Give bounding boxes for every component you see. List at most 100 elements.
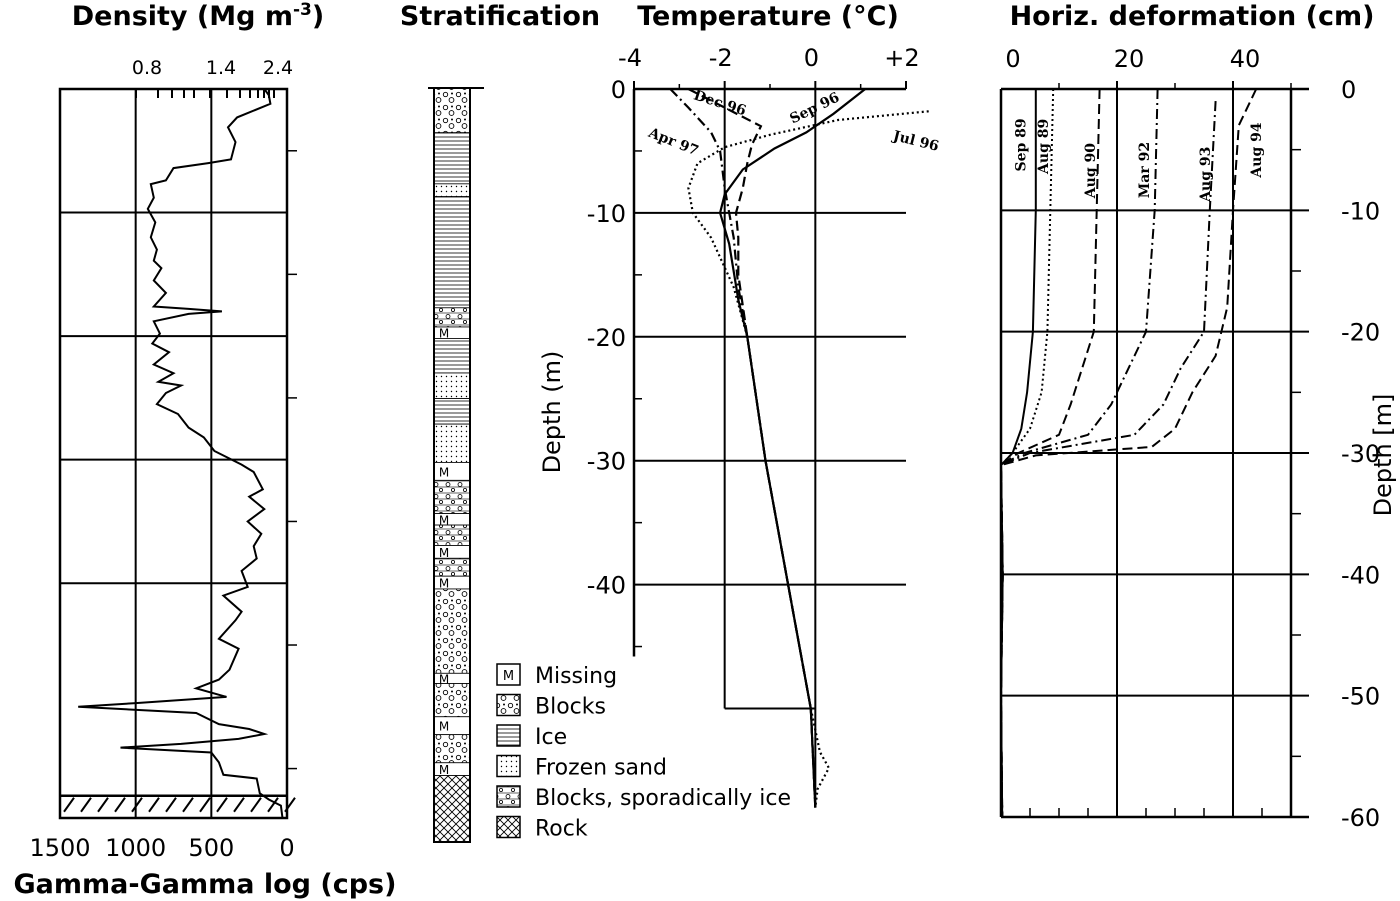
strat-layer-frozen_sand	[433, 372, 471, 399]
rock-base-hatch-mark	[182, 797, 194, 813]
strat-layer-blocks	[433, 87, 471, 134]
rock-base-hatch-mark	[165, 797, 177, 813]
rock-base-hatch-mark	[97, 797, 109, 813]
rock-base-hatch-mark	[284, 797, 296, 813]
gamma-x-tick-label: 1000	[105, 834, 166, 862]
legend-label: Blocks, sporadically ice	[535, 786, 791, 811]
rock-base-hatch-mark	[267, 797, 279, 813]
gamma-x-ticks: 1500 1000 500 0	[29, 834, 294, 862]
temp-series-label: Dec 96	[692, 87, 748, 119]
density-top-ticks: 0.8 1.4 2.4	[132, 57, 293, 98]
def-series-line	[999, 88, 1055, 818]
strat-layer-blocks_ice	[433, 307, 471, 328]
temp-y-tick-label: 0	[611, 76, 626, 104]
def-y-tick-label: -20	[1341, 319, 1380, 347]
deformation-grid: 0 20 40 0 -10 -20 -30 -40 -50 -60	[999, 45, 1380, 832]
def-series-label: Aug 89	[1036, 119, 1052, 175]
gamma-x-tick-label: 500	[188, 834, 234, 862]
strat-missing-marker: M	[439, 513, 449, 527]
gamma-log-panel: Density (Mg m-3) 1500 1000 500 0 0.8 1.4 2.4 …	[14, 0, 397, 900]
def-y-tick-label: -50	[1341, 683, 1380, 711]
temp-series-label: Apr 97	[645, 125, 700, 160]
rock-base-hatch-mark	[199, 797, 211, 813]
strat-layer-blocks	[433, 734, 471, 764]
strat-layer-ice	[433, 196, 471, 309]
legend-swatch-blocks	[496, 693, 521, 717]
deformation-panel: Horiz. deformation (cm) Depth [m] 0 20 400…	[999, 1, 1397, 832]
def-y-tick-label: -10	[1341, 197, 1380, 225]
gamma-frame	[58, 87, 289, 820]
strat-missing-marker: M	[439, 672, 449, 686]
legend-label: Rock	[535, 817, 588, 842]
legend-label: Frozen sand	[535, 756, 667, 781]
def-series-label: Aug 93	[1198, 147, 1214, 203]
deformation-series	[999, 88, 1258, 818]
temp-series-line	[669, 88, 817, 808]
strat-missing-marker: M	[439, 577, 449, 591]
density-title: Density (Mg m-3)	[72, 0, 324, 32]
strat-layer-ice	[433, 398, 471, 425]
rock-base-hatch-mark	[216, 797, 228, 813]
legend-label: Ice	[535, 725, 567, 750]
def-x-tick-label: 40	[1230, 45, 1261, 73]
legend-label: Blocks	[535, 695, 606, 720]
density-tick-label: 0.8	[132, 57, 162, 79]
strat-layer-blocks_ice	[433, 524, 471, 546]
strat-missing-marker: M	[439, 546, 449, 560]
def-series-label: Aug 90	[1083, 143, 1099, 199]
rock-base-hatch-mark	[63, 797, 75, 813]
strat-layer-frozen_sand	[433, 183, 471, 198]
def-series-line	[999, 88, 1258, 818]
density-tick-label: 2.4	[263, 57, 293, 79]
strat-layer-ice	[433, 338, 471, 374]
def-series-line	[999, 101, 1217, 818]
gamma-x-label: Gamma-Gamma log (cps)	[14, 869, 397, 900]
def-series-line	[999, 88, 1101, 818]
def-x-tick-label: 20	[1114, 45, 1145, 73]
gamma-log-curve	[78, 88, 284, 819]
def-y-tick-label: -60	[1341, 804, 1380, 832]
stratification-panel: Stratification M M M M M M M M M Missing Blocks Ic…	[400, 1, 791, 843]
deformation-series-labels: Sep 89 Aug 89 Aug 90 Mar 92 Aug 93 Aug 94	[1013, 118, 1264, 203]
rock-base-hatch	[60, 794, 296, 813]
temp-x-tick-label: +2	[884, 44, 919, 72]
temperature-series	[669, 88, 929, 808]
strat-layer-frozen_sand	[433, 423, 471, 463]
legend-swatch-frozen_sand	[496, 754, 521, 778]
temp-x-tick-label: 0	[804, 44, 819, 72]
def-y-tick-label: -40	[1341, 561, 1380, 589]
temp-series-line	[718, 88, 866, 808]
def-y-tick-label: 0	[1341, 76, 1356, 104]
density-tick-label: 1.4	[206, 57, 236, 79]
legend-missing-marker: M	[503, 669, 514, 684]
temp-x-tick-label: -2	[709, 44, 733, 72]
stratification-title: Stratification	[400, 1, 600, 32]
temp-y-tick-label: -10	[587, 200, 626, 228]
strat-missing-marker: M	[439, 763, 449, 777]
temp-y-tick-label: -20	[587, 324, 626, 352]
strat-layer-blocks_ice	[433, 479, 471, 514]
temp-series-line	[687, 110, 929, 808]
gamma-grid	[58, 87, 297, 820]
temperature-panel: Temperature (°C) Depth (m) -4 -2 0 +20-10-2…	[538, 1, 940, 808]
def-x-tick-label: 0	[1005, 45, 1020, 73]
legend-swatch-blocks_ice	[496, 785, 521, 808]
strat-layer-ice	[433, 132, 471, 185]
strat-missing-marker: M	[439, 327, 449, 341]
legend-swatch-ice	[496, 724, 521, 747]
strat-missing-marker: M	[439, 720, 449, 734]
legend-swatch-missing	[496, 663, 521, 686]
rock-base-hatch-mark	[80, 797, 92, 813]
rock-base-hatch-mark	[131, 797, 143, 813]
gamma-x-tick-label: 0	[279, 834, 294, 862]
rock-base-hatch-mark	[114, 797, 126, 813]
deformation-y-label: Depth [m]	[1369, 394, 1397, 517]
rock-base-hatch-mark	[148, 797, 160, 813]
def-series-label: Aug 94	[1249, 122, 1265, 178]
strat-layer-blocks	[433, 588, 471, 674]
stratification-column: M M M M M M M M	[428, 87, 484, 843]
temp-series-line	[687, 88, 817, 808]
strat-layer-blocks_ice	[433, 557, 471, 577]
